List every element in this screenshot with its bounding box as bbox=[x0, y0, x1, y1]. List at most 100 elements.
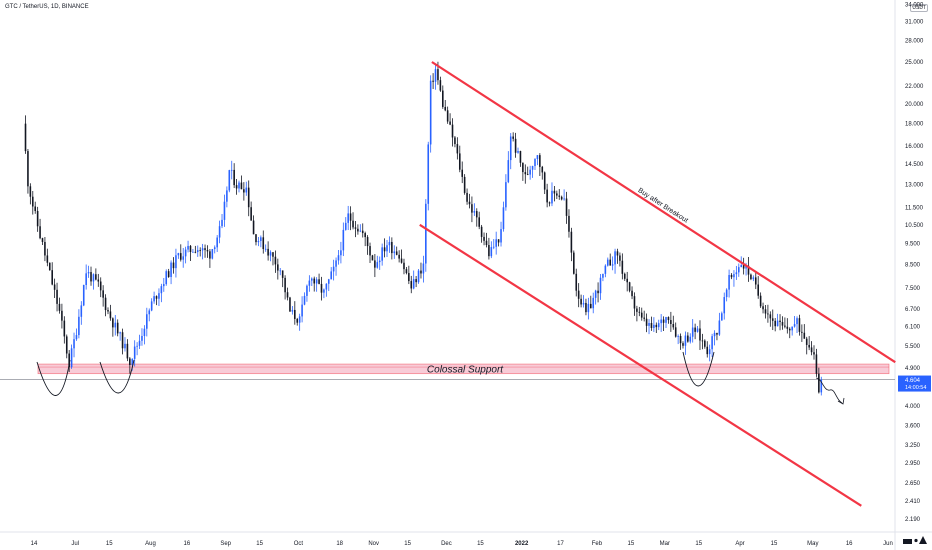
candle-body bbox=[284, 277, 286, 293]
candle-body bbox=[27, 151, 29, 187]
x-tick-label: Jun bbox=[883, 541, 893, 547]
candle-body bbox=[63, 320, 66, 337]
candle-body bbox=[708, 349, 711, 355]
candle-body bbox=[633, 296, 636, 309]
candle-body bbox=[82, 284, 85, 306]
candle-body bbox=[507, 160, 510, 183]
candle-body bbox=[694, 327, 696, 332]
x-tick-label: Dec bbox=[441, 541, 452, 547]
candle-body bbox=[131, 358, 134, 365]
support-zone[interactable] bbox=[37, 363, 890, 375]
candle-body bbox=[364, 233, 366, 238]
candle-body bbox=[781, 322, 784, 326]
candle-body bbox=[136, 345, 138, 347]
projection-path[interactable] bbox=[815, 377, 843, 404]
candle-body bbox=[631, 290, 633, 297]
candle-body bbox=[774, 320, 776, 327]
candle-body bbox=[575, 273, 578, 291]
candle-body bbox=[162, 284, 165, 287]
candle-body bbox=[706, 346, 709, 355]
candle-body bbox=[808, 344, 810, 348]
candle-body bbox=[184, 249, 187, 257]
candle-body bbox=[699, 328, 701, 341]
candle-body bbox=[716, 332, 718, 335]
candle-body bbox=[614, 251, 616, 265]
candle-body bbox=[65, 336, 68, 354]
candle-body bbox=[456, 144, 459, 154]
candle-body bbox=[352, 220, 354, 228]
lower-channel-line[interactable] bbox=[419, 223, 862, 507]
candle-body bbox=[277, 264, 279, 271]
x-tick-label: 18 bbox=[336, 541, 343, 547]
candle-body bbox=[429, 80, 432, 145]
candle-body bbox=[112, 318, 114, 328]
candle-body bbox=[628, 282, 631, 291]
candle-body bbox=[767, 313, 769, 315]
candle-body bbox=[444, 106, 447, 111]
candle-body bbox=[793, 324, 796, 327]
y-tick-label: 28.000 bbox=[905, 39, 924, 45]
candle-body bbox=[359, 230, 362, 232]
x-tick-label: 14 bbox=[31, 541, 38, 547]
x-tick-label: 15 bbox=[477, 541, 484, 547]
x-tick-label: Sep bbox=[220, 541, 231, 547]
candle-body bbox=[645, 318, 648, 326]
y-tick-label: 2.410 bbox=[905, 499, 921, 505]
candle-body bbox=[820, 379, 823, 393]
y-tick-label: 25.000 bbox=[905, 60, 924, 66]
candle-body bbox=[422, 263, 425, 274]
y-tick-label: 2.950 bbox=[905, 461, 921, 467]
candle-body bbox=[757, 284, 760, 296]
candle-body bbox=[126, 343, 129, 359]
x-tick-label: 15 bbox=[695, 541, 702, 547]
candle-body bbox=[99, 281, 102, 291]
candle-body bbox=[638, 311, 641, 313]
candle-body bbox=[158, 293, 160, 299]
candle-body bbox=[522, 162, 524, 173]
candle-body bbox=[512, 136, 514, 139]
candle-body bbox=[187, 245, 189, 250]
rounded-bottom-curve[interactable] bbox=[682, 351, 715, 387]
candle-body bbox=[46, 255, 49, 263]
candle-body bbox=[776, 320, 779, 327]
candle-body bbox=[786, 326, 789, 329]
candle-body bbox=[340, 250, 342, 256]
x-tick-label: 15 bbox=[404, 541, 411, 547]
last-price-countdown: 14:00:54 bbox=[905, 385, 926, 391]
candle-body bbox=[587, 303, 590, 313]
candle-body bbox=[243, 189, 245, 193]
chart-title: GTC / TetherUS, 1D, BINANCE bbox=[5, 4, 89, 10]
candle-body bbox=[199, 250, 201, 251]
candle-body bbox=[623, 273, 626, 279]
candle-body bbox=[306, 285, 308, 296]
candle-body bbox=[196, 250, 199, 253]
candle-body bbox=[536, 155, 539, 160]
candle-body bbox=[483, 236, 485, 241]
rounded-bottom-curve[interactable] bbox=[36, 359, 71, 396]
y-tick-label: 2.650 bbox=[905, 481, 921, 487]
y-tick-label: 4.900 bbox=[905, 366, 921, 372]
candle-body bbox=[298, 316, 301, 323]
candle-body bbox=[286, 292, 289, 298]
candle-body bbox=[221, 219, 223, 227]
candle-body bbox=[308, 280, 311, 286]
candle-body bbox=[165, 271, 168, 285]
rounded-bottom-curve[interactable] bbox=[99, 359, 135, 394]
candle-body bbox=[657, 323, 660, 328]
y-tick-label: 20.000 bbox=[905, 102, 924, 108]
candle-body bbox=[53, 284, 56, 290]
candle-body bbox=[568, 215, 570, 232]
x-tick-label: Aug bbox=[145, 541, 156, 547]
candle-body bbox=[240, 182, 243, 190]
candle-body bbox=[580, 298, 582, 305]
breakout-label: Buy after Breakout bbox=[637, 187, 690, 224]
upper-channel-line[interactable] bbox=[431, 61, 896, 364]
y-axis-unit: USDT bbox=[910, 4, 928, 12]
candle-body bbox=[752, 277, 755, 280]
candle-body bbox=[323, 289, 325, 293]
candle-body bbox=[818, 373, 820, 393]
candle-body bbox=[451, 124, 454, 138]
candle-body bbox=[611, 264, 614, 266]
